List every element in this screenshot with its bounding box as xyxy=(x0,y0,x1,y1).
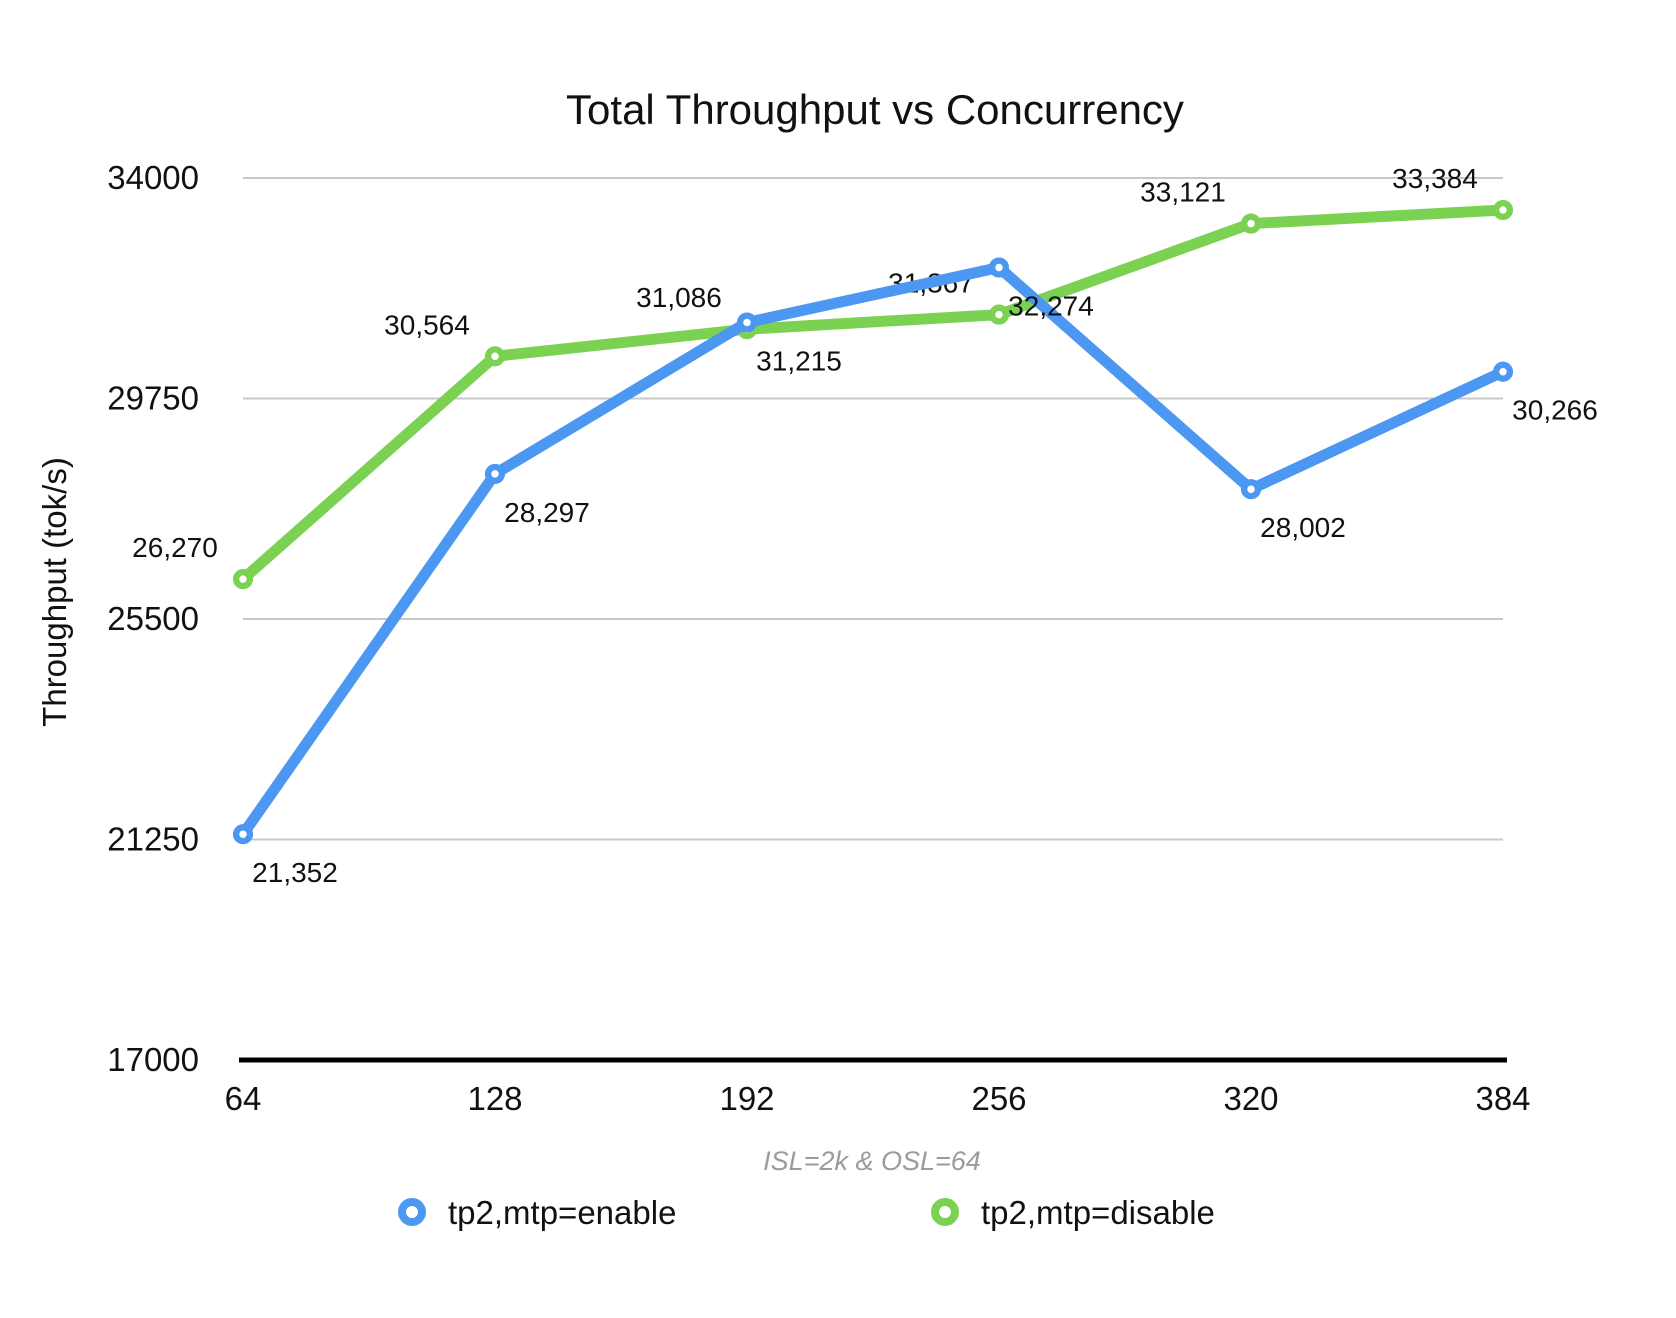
legend-item-label: tp2,mtp=enable xyxy=(448,1194,676,1231)
data-point-marker xyxy=(1240,213,1262,234)
series-line xyxy=(237,204,1509,585)
data-point-label: 28,297 xyxy=(504,497,590,528)
y-axis-tick-labels: 34000 29750 25500 21250 17000 xyxy=(107,159,199,1078)
x-tick-label: 320 xyxy=(1223,1080,1278,1117)
data-point-label: 33,121 xyxy=(1140,177,1226,208)
y-tick-label: 25500 xyxy=(107,600,199,637)
x-axis-tick-labels: 64 128 192 256 320 384 xyxy=(225,1080,1531,1117)
data-point-marker xyxy=(736,312,758,333)
series-tp2-mtp-enable: 21,352 28,297 31,215 32,274 28,002 30,266 xyxy=(232,257,1598,888)
series-line xyxy=(237,262,1509,840)
data-point-marker xyxy=(232,824,254,845)
data-point-marker xyxy=(484,346,506,367)
data-point-label: 30,266 xyxy=(1512,395,1598,426)
y-axis-title: Throughput (tok/s) xyxy=(36,457,73,727)
data-point-label: 28,002 xyxy=(1260,512,1346,543)
legend-marker-icon xyxy=(931,1198,959,1226)
x-tick-label: 192 xyxy=(719,1080,774,1117)
data-point-label: 31,215 xyxy=(756,346,842,377)
data-point-label: 30,564 xyxy=(384,309,470,340)
data-point-label: 33,384 xyxy=(1392,163,1478,194)
chart-title: Total Throughput vs Concurrency xyxy=(566,86,1184,133)
x-tick-label: 128 xyxy=(467,1080,522,1117)
x-tick-label: 64 xyxy=(225,1080,262,1117)
data-point-marker xyxy=(1240,479,1262,500)
data-point-label: 21,352 xyxy=(252,857,338,888)
data-point-marker xyxy=(1492,361,1514,382)
y-tick-label: 34000 xyxy=(107,159,199,196)
data-point-marker xyxy=(988,304,1010,325)
x-tick-label: 384 xyxy=(1475,1080,1530,1117)
data-point-label: 32,274 xyxy=(1008,291,1094,322)
data-point-marker xyxy=(1492,199,1514,221)
data-point-marker xyxy=(988,257,1010,278)
y-tick-label: 17000 xyxy=(107,1041,199,1078)
legend: tp2,mtp=enable tp2,mtp=disable xyxy=(398,1194,1215,1231)
legend-marker-icon xyxy=(398,1198,426,1226)
data-point-label: 31,086 xyxy=(636,282,722,313)
data-point-marker xyxy=(232,569,254,590)
y-tick-label: 21250 xyxy=(107,821,199,858)
y-tick-label: 29750 xyxy=(107,380,199,417)
data-point-label: 26,270 xyxy=(132,532,218,563)
legend-item-label: tp2,mtp=disable xyxy=(981,1194,1215,1231)
legend-item[interactable]: tp2,mtp=disable xyxy=(931,1194,1215,1231)
data-point-marker xyxy=(484,463,506,484)
x-tick-label: 256 xyxy=(971,1080,1026,1117)
x-axis-note: ISL=2k & OSL=64 xyxy=(763,1146,981,1176)
legend-item[interactable]: tp2,mtp=enable xyxy=(398,1194,676,1231)
